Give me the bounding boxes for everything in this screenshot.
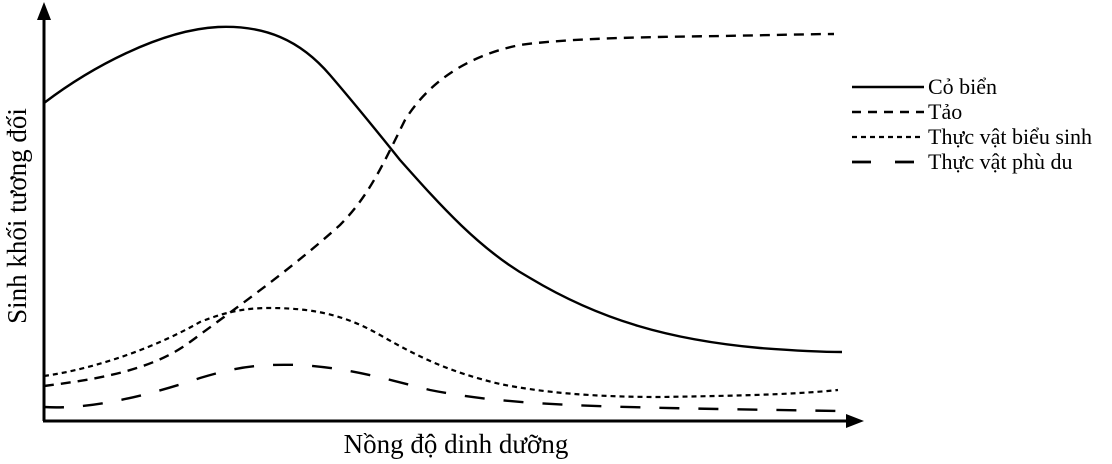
series-line-thuc-vat-bieu-sinh [43, 306, 839, 399]
legend-label: Tảo [928, 99, 963, 124]
dotted-line-icon [852, 135, 924, 138]
legend: Cỏ biển Tảo Thực vật biểu sinh Thực vật … [852, 74, 1112, 174]
series-line-tao [43, 32, 835, 388]
x-axis-title: Nồng độ dinh dưỡng [343, 429, 569, 459]
legend-label: Cỏ biển [928, 74, 998, 99]
y-axis-title: Sinh khối tương đối [2, 108, 32, 324]
legend-item-co-bien: Cỏ biển [852, 74, 1112, 99]
legend-item-tao: Tảo [852, 99, 1112, 124]
legend-item-thuc-vat-bieu-sinh: Thực vật biểu sinh [852, 124, 1112, 149]
legend-item-thuc-vat-phu-du: Thực vật phù du [852, 149, 1112, 174]
long-dashed-line-icon [852, 160, 924, 163]
series-line-co-bien [43, 25, 843, 354]
legend-label: Thực vật biểu sinh [928, 124, 1093, 149]
series-line-thuc-vat-phu-du [43, 363, 839, 413]
legend-label: Thực vật phù du [928, 149, 1073, 174]
x-axis-arrow-icon [846, 414, 864, 428]
solid-line-icon [852, 85, 924, 88]
dashed-line-icon [852, 110, 924, 113]
y-axis-arrow-icon [37, 2, 51, 20]
